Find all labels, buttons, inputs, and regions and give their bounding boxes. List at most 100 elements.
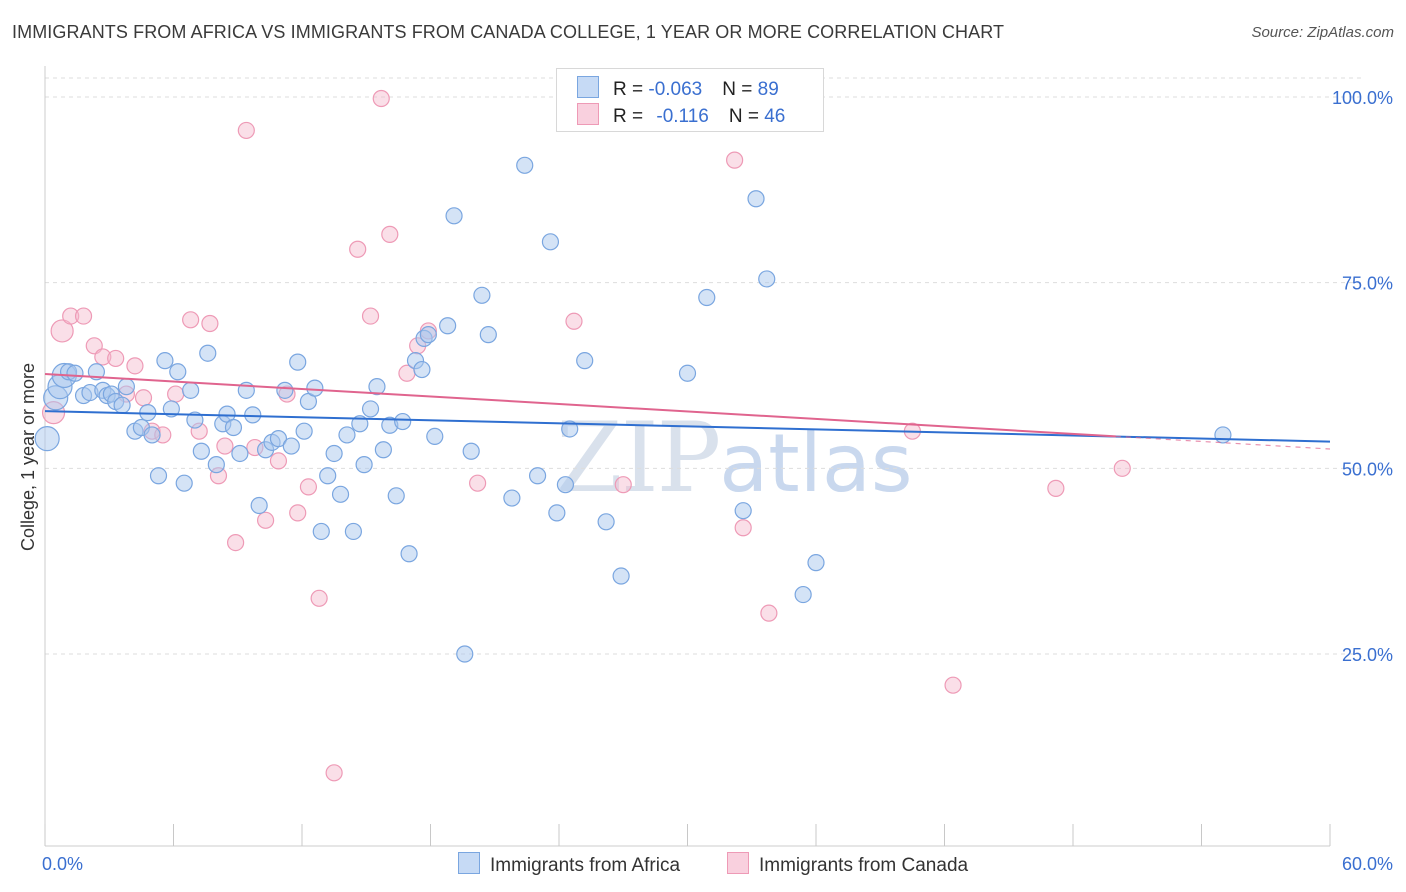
canada-point: [126, 357, 144, 375]
africa-point: [462, 442, 480, 460]
africa-point: [351, 415, 369, 433]
bottom-legend-canada: Immigrants from Canada: [727, 852, 968, 877]
africa-point: [479, 326, 497, 344]
source-credit: Source: ZipAtlas.com: [1251, 24, 1394, 41]
africa-point: [186, 411, 204, 429]
africa-point: [576, 352, 594, 370]
watermark-zip: ZIP: [556, 402, 721, 514]
chart-title: IMMIGRANTS FROM AFRICA VS IMMIGRANTS FRO…: [12, 22, 1005, 42]
canada-point: [469, 474, 487, 492]
africa-point: [1214, 426, 1232, 444]
canada-point: [256, 511, 275, 529]
africa-point: [368, 378, 386, 396]
africa-point: [117, 378, 135, 396]
canada-point: [760, 604, 778, 622]
africa-point: [361, 400, 380, 418]
africa-point: [597, 513, 615, 531]
canada-point: [726, 151, 744, 169]
africa-point: [426, 427, 444, 445]
africa-point: [149, 467, 168, 485]
africa-point: [758, 270, 776, 288]
canada-point: [182, 311, 200, 329]
africa-point: [199, 344, 217, 362]
canada-point: [614, 476, 632, 494]
canada-r-label: R =: [613, 106, 649, 127]
africa-point: [66, 364, 84, 382]
canada-point: [565, 312, 583, 330]
x-tick-label-max: 60.0%: [1342, 854, 1393, 874]
canada-point: [310, 589, 328, 607]
legend-row-africa: R = -0.063 N = 89: [577, 76, 779, 101]
bottom-canada-label: Immigrants from Canada: [759, 855, 969, 876]
canada-point: [74, 307, 93, 325]
africa-point: [319, 467, 337, 485]
africa-point: [419, 326, 437, 344]
africa-point: [355, 456, 373, 474]
canada-point: [381, 225, 399, 243]
africa-point: [325, 444, 343, 463]
y-tick-label: 100.0%: [1332, 88, 1393, 108]
canada-trend-line: [44, 373, 1116, 438]
canada-point: [734, 519, 752, 537]
y-tick-label: 75.0%: [1342, 274, 1393, 294]
canada-point: [361, 307, 380, 325]
bottom-legend-africa: Immigrants from Africa: [458, 852, 680, 877]
axes: [44, 66, 1331, 847]
trend-lines: [44, 373, 1331, 450]
africa-point: [331, 485, 350, 503]
canada-point: [107, 349, 125, 368]
canada-point: [94, 348, 112, 366]
africa-point: [192, 442, 210, 460]
africa-point: [306, 379, 324, 397]
canada-point: [349, 240, 367, 258]
africa-point: [548, 504, 566, 522]
africa-point: [394, 412, 412, 431]
canada-point: [944, 676, 962, 694]
africa-point: [282, 437, 300, 455]
africa-point: [387, 487, 405, 505]
canada-point: [325, 764, 343, 782]
legend-row-canada: R = -0.116 N = 46: [577, 103, 785, 128]
canada-n-value: 46: [764, 106, 786, 127]
africa-point: [794, 585, 812, 604]
canada-point: [216, 437, 234, 455]
africa-point: [312, 522, 330, 541]
africa-point: [556, 476, 575, 494]
africa-point: [445, 207, 463, 225]
africa-point: [456, 645, 474, 663]
canada-point: [227, 533, 245, 552]
canada-point: [1113, 459, 1131, 477]
canada-point: [167, 385, 185, 403]
africa-point: [182, 381, 200, 399]
canada-r-value: -0.116: [656, 106, 709, 127]
africa-point: [561, 420, 579, 438]
africa-point: [231, 444, 249, 463]
bottom-canada-swatch: [727, 852, 749, 874]
africa-point: [250, 496, 268, 515]
africa-point: [698, 288, 716, 307]
africa-point: [541, 233, 560, 251]
africa-point: [400, 545, 418, 563]
canada-point: [1047, 479, 1065, 497]
africa-point: [276, 381, 294, 399]
x-tick-label-min: 0.0%: [42, 854, 83, 874]
africa-point: [807, 554, 825, 572]
africa-point: [503, 489, 521, 507]
africa-point: [344, 522, 362, 541]
watermark: ZIPatlas: [556, 402, 913, 514]
africa-point: [34, 426, 60, 452]
africa-point: [113, 396, 131, 414]
africa-n-value: 89: [757, 79, 779, 100]
canada-point: [372, 89, 390, 108]
africa-r-label: R =: [613, 79, 649, 100]
canada-point: [237, 121, 255, 140]
africa-point: [374, 441, 392, 459]
bottom-africa-swatch: [458, 852, 480, 874]
canada-point: [299, 478, 318, 496]
canada-swatch: [577, 103, 599, 125]
y-tick-label: 25.0%: [1342, 645, 1393, 665]
canada-points: [41, 88, 1131, 782]
canada-point: [201, 314, 219, 333]
watermark-atlas: atlas: [719, 417, 913, 510]
